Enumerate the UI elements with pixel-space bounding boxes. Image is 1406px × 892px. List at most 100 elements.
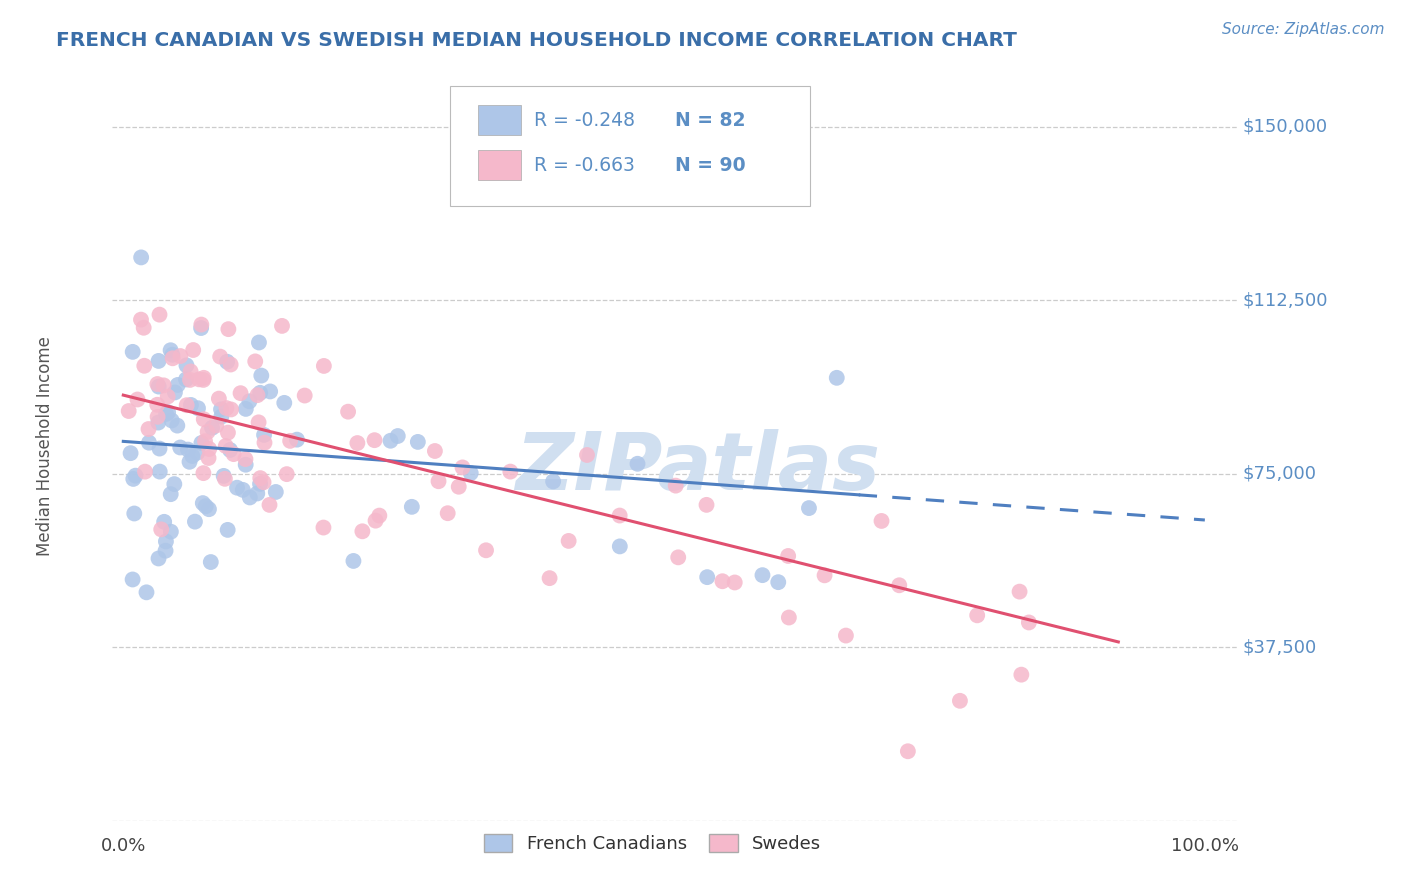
- Point: [294, 388, 316, 402]
- Text: R = -0.248: R = -0.248: [534, 111, 636, 129]
- Point: [148, 416, 170, 430]
- Point: [285, 433, 308, 447]
- Point: [166, 418, 188, 433]
- Text: Median Household Income: Median Household Income: [37, 336, 53, 556]
- Point: [162, 351, 184, 366]
- Point: [499, 465, 522, 479]
- Point: [190, 318, 212, 332]
- Point: [247, 335, 270, 350]
- Point: [665, 478, 688, 492]
- Point: [190, 436, 212, 450]
- Point: [153, 515, 176, 529]
- Point: [259, 384, 281, 399]
- Point: [169, 441, 191, 455]
- Point: [363, 433, 385, 447]
- Point: [200, 555, 222, 569]
- Text: $37,500: $37,500: [1243, 638, 1317, 657]
- Point: [212, 469, 235, 483]
- Point: [176, 359, 198, 373]
- Point: [193, 373, 215, 387]
- Text: N = 82: N = 82: [675, 111, 745, 129]
- Text: R = -0.663: R = -0.663: [534, 155, 636, 175]
- Point: [149, 465, 172, 479]
- Point: [768, 575, 790, 590]
- Point: [121, 573, 143, 587]
- Point: [273, 396, 295, 410]
- Point: [186, 445, 208, 459]
- Point: [245, 354, 267, 368]
- Point: [1010, 667, 1032, 681]
- Point: [215, 439, 238, 453]
- Point: [208, 392, 231, 406]
- Point: [249, 385, 271, 400]
- Point: [215, 401, 238, 416]
- Point: [194, 434, 217, 449]
- Point: [124, 468, 146, 483]
- FancyBboxPatch shape: [450, 87, 810, 206]
- Point: [406, 434, 429, 449]
- Point: [180, 398, 202, 412]
- Point: [576, 448, 599, 462]
- Point: [150, 522, 173, 536]
- Point: [160, 413, 183, 427]
- Point: [778, 610, 800, 624]
- Point: [166, 378, 188, 392]
- Text: Source: ZipAtlas.com: Source: ZipAtlas.com: [1222, 22, 1385, 37]
- Point: [217, 523, 239, 537]
- Text: ZIPatlas: ZIPatlas: [515, 429, 880, 508]
- Point: [423, 444, 446, 458]
- Point: [180, 364, 202, 378]
- Point: [346, 436, 368, 450]
- Point: [122, 472, 145, 486]
- Point: [889, 578, 911, 592]
- Point: [1008, 584, 1031, 599]
- Point: [460, 466, 482, 480]
- Point: [696, 498, 718, 512]
- Text: $150,000: $150,000: [1243, 118, 1327, 136]
- Point: [217, 425, 239, 440]
- Legend: French Canadians, Swedes: French Canadians, Swedes: [477, 827, 828, 860]
- Point: [138, 422, 160, 436]
- Point: [271, 318, 294, 333]
- Point: [201, 421, 224, 435]
- Point: [159, 343, 181, 358]
- Point: [427, 474, 450, 488]
- Point: [132, 320, 155, 334]
- Point: [121, 344, 143, 359]
- Point: [541, 475, 564, 489]
- Point: [1018, 615, 1040, 630]
- Point: [278, 434, 301, 448]
- Point: [696, 570, 718, 584]
- Point: [246, 388, 269, 402]
- Point: [264, 485, 287, 500]
- Point: [184, 515, 207, 529]
- Point: [160, 524, 183, 539]
- Point: [666, 550, 689, 565]
- Point: [174, 372, 197, 386]
- Point: [124, 507, 146, 521]
- Point: [219, 442, 242, 457]
- Point: [387, 429, 409, 443]
- Point: [966, 608, 988, 623]
- Point: [135, 585, 157, 599]
- Point: [205, 418, 228, 433]
- Point: [312, 359, 335, 373]
- Point: [193, 466, 215, 480]
- Point: [797, 501, 820, 516]
- Point: [193, 412, 215, 426]
- Point: [197, 450, 219, 465]
- Point: [259, 498, 281, 512]
- Point: [825, 371, 848, 385]
- Point: [209, 409, 232, 424]
- Point: [155, 543, 177, 558]
- Point: [870, 514, 893, 528]
- Point: [194, 499, 217, 513]
- Point: [239, 491, 262, 505]
- Point: [152, 378, 174, 392]
- Point: [217, 322, 239, 336]
- Point: [436, 506, 458, 520]
- Point: [232, 483, 254, 497]
- Point: [249, 476, 271, 491]
- Point: [475, 543, 498, 558]
- Point: [155, 534, 177, 549]
